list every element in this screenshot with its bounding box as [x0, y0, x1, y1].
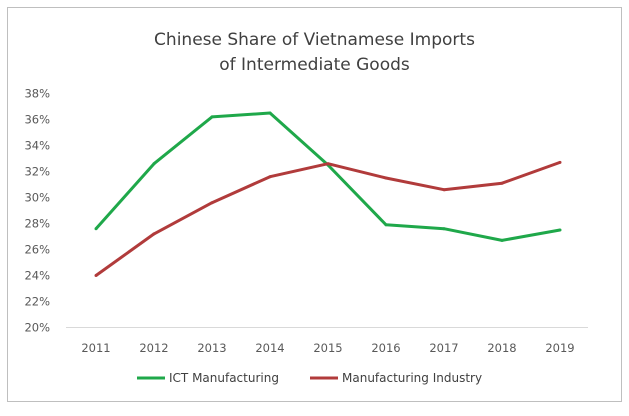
- y-tick-label: 34%: [24, 139, 50, 153]
- x-tick-label: 2019: [545, 341, 574, 355]
- y-tick-label: 22%: [24, 295, 50, 309]
- x-tick-label: 2011: [81, 341, 110, 355]
- series-line-0: [94, 111, 561, 242]
- y-tick-label: 32%: [24, 165, 50, 179]
- y-tick-label: 24%: [24, 269, 50, 283]
- x-tick-label: 2013: [197, 341, 226, 355]
- chart-frame: [7, 7, 622, 402]
- chart-title: Chinese Share of Vietnamese Imports of I…: [0, 28, 629, 78]
- series-line-1: [95, 160, 561, 277]
- data-point: [384, 223, 388, 227]
- y-tick-label: 38%: [24, 87, 50, 101]
- x-tick-label: 2012: [139, 341, 168, 355]
- legend-label: Manufacturing Industry: [342, 371, 482, 385]
- data-point: [268, 111, 272, 115]
- y-tick-label: 30%: [24, 191, 50, 205]
- y-tick-label: 36%: [24, 113, 50, 127]
- data-point: [152, 232, 156, 236]
- x-tick-label: 2015: [313, 341, 342, 355]
- data-point: [442, 227, 446, 231]
- x-tick-label: 2016: [371, 341, 400, 355]
- x-tick-label: 2018: [487, 341, 516, 355]
- x-tick-label: 2014: [255, 341, 284, 355]
- x-tick-label: 2017: [429, 341, 458, 355]
- y-tick-label: 26%: [24, 243, 50, 257]
- data-point: [558, 228, 562, 232]
- y-tick-label: 28%: [24, 217, 50, 231]
- y-tick-label: 20%: [24, 321, 50, 335]
- chart-title-line-2: of Intermediate Goods: [219, 55, 410, 75]
- data-point: [500, 238, 504, 242]
- data-point: [268, 175, 272, 179]
- data-point: [210, 115, 214, 119]
- data-point: [558, 160, 562, 164]
- data-point: [94, 274, 98, 277]
- data-point: [94, 227, 98, 231]
- data-point: [384, 176, 388, 180]
- data-point: [210, 201, 214, 205]
- chart-title-line-1: Chinese Share of Vietnamese Imports: [154, 30, 475, 50]
- data-point: [500, 181, 504, 185]
- data-point: [152, 162, 156, 166]
- data-point: [442, 188, 446, 192]
- legend-label: ICT Manufacturing: [169, 371, 279, 385]
- data-point: [326, 162, 330, 166]
